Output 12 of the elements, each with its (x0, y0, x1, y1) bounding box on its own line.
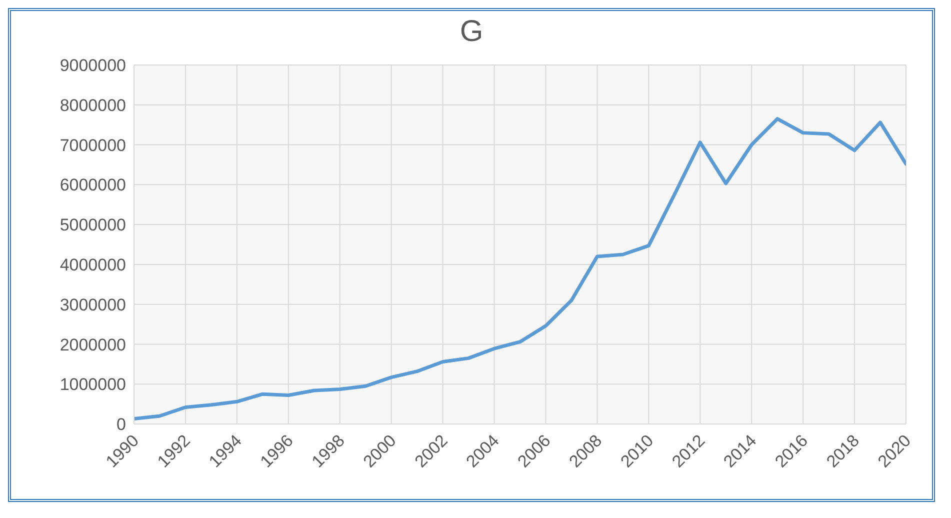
y-tick-label: 9000000 (60, 56, 126, 76)
chart-title: G (458, 15, 484, 49)
y-tick-label: 0 (116, 415, 126, 434)
y-tick-label: 5000000 (60, 216, 126, 235)
y-tick-label: 4000000 (60, 255, 126, 274)
line-series (134, 117, 906, 421)
y-tick-label: 7000000 (60, 136, 126, 155)
y-tick-label: 1000000 (60, 375, 126, 394)
y-tick-label: 2000000 (60, 335, 126, 354)
y-tick-label: 6000000 (60, 176, 126, 195)
y-tick-label: 3000000 (60, 295, 126, 314)
y-tick-label: 8000000 (60, 96, 126, 115)
